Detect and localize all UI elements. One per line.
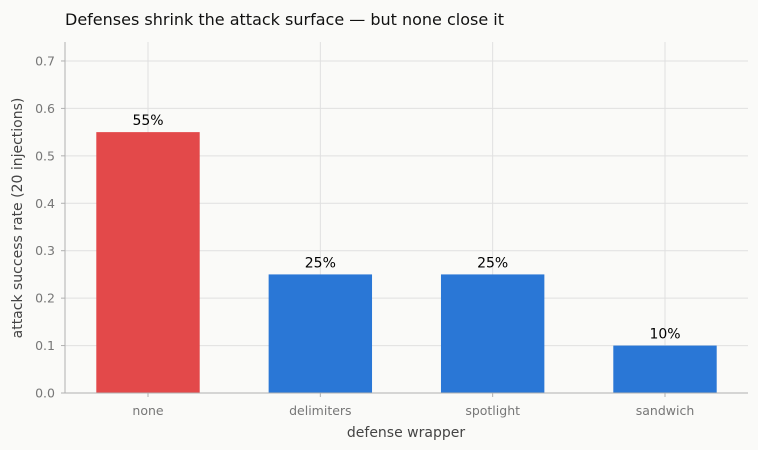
y-axis-label: attack success rate (20 injections) [10, 98, 26, 339]
x-tick-label: sandwich [636, 403, 695, 418]
x-tick-label: none [132, 403, 163, 418]
bar-spotlight [440, 274, 545, 393]
data-label: 25% [477, 255, 508, 271]
y-tick-label: 0.4 [35, 196, 55, 211]
bar-delimiters [268, 274, 373, 393]
y-tick-label: 0.0 [35, 386, 55, 401]
y-tick-labels: 0.0 0.1 0.2 0.3 0.4 0.5 0.6 0.7 [35, 53, 65, 401]
x-tick-label: spotlight [465, 403, 520, 418]
data-label: 25% [305, 255, 336, 271]
x-tick-label: delimiters [289, 403, 351, 418]
y-tick-label: 0.7 [35, 53, 55, 68]
bar-none [96, 132, 200, 393]
bars [96, 132, 717, 393]
y-tick-label: 0.3 [35, 243, 55, 258]
chart-title: Defenses shrink the attack surface — but… [65, 10, 504, 29]
y-tick-label: 0.6 [35, 101, 55, 116]
bar-sandwich [613, 345, 717, 393]
data-label: 10% [649, 327, 680, 343]
x-axis-label: defense wrapper [347, 425, 465, 441]
x-tick-labels: none delimiters spotlight sandwich [132, 393, 694, 418]
data-label: 55% [132, 113, 163, 129]
y-tick-label: 0.2 [35, 291, 55, 306]
data-labels: 55% 25% 25% 10% [132, 113, 680, 342]
x-gridlines [147, 42, 666, 393]
y-tick-label: 0.1 [35, 338, 55, 353]
y-tick-label: 0.5 [35, 148, 55, 163]
